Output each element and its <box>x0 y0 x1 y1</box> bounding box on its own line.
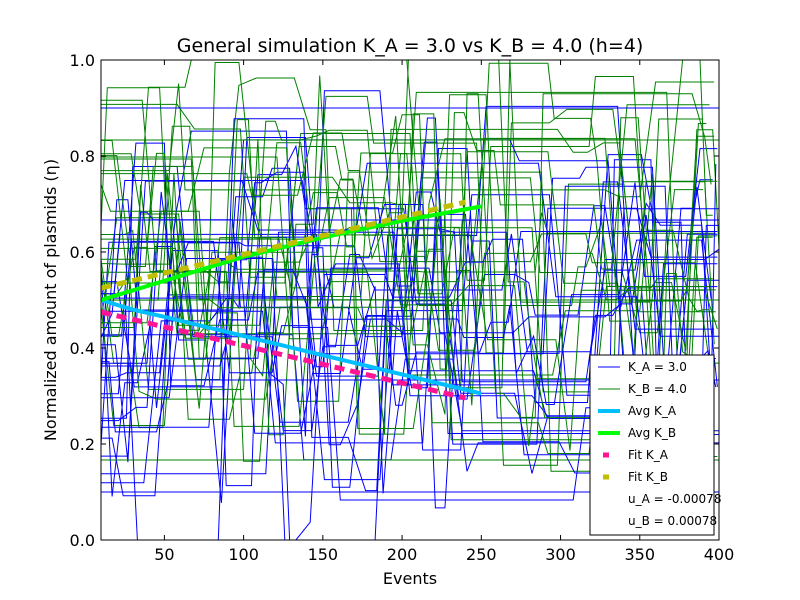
trajectory-k-b <box>101 140 704 435</box>
trajectory-k-b <box>101 60 713 452</box>
legend-label: K_A = 3.0 <box>628 360 687 374</box>
y-tick-label: 0.8 <box>70 147 95 166</box>
trajectory-k-a <box>101 180 718 488</box>
x-tick-label: 300 <box>545 545 576 564</box>
trajectory-k-b <box>101 113 719 467</box>
avg-k-a-line <box>101 298 482 396</box>
x-axis-title: Events <box>383 569 437 588</box>
x-tick-label: 250 <box>466 545 497 564</box>
fit-k-a-line <box>101 309 467 401</box>
legend: K_A = 3.0 K_B = 4.0 Avg K_A Avg K_B Fit K_A F… <box>589 354 721 536</box>
x-tick-label: 100 <box>228 545 259 564</box>
x-tick-label: 350 <box>624 545 655 564</box>
trajectory-k-b <box>101 114 710 454</box>
plot-frame <box>100 59 720 541</box>
fit-k-b-line <box>101 199 467 291</box>
legend-label: u_A = -0.00078 <box>628 492 721 506</box>
legend-label: Avg K_A <box>628 404 677 418</box>
trajectory-k-b <box>101 184 713 427</box>
x-tick-label: 400 <box>704 545 735 564</box>
x-tick-label: 200 <box>387 545 418 564</box>
trajectory-k-a <box>101 162 718 457</box>
trajectory-k-a <box>101 171 719 492</box>
x-tick-label: 50 <box>154 545 174 564</box>
legend-label: u_B = 0.00078 <box>628 514 717 528</box>
series-layer <box>101 199 482 401</box>
trajectory-k-a <box>101 181 715 540</box>
chart-title: General simulation K_A = 3.0 vs K_B = 4.… <box>177 35 644 57</box>
trajectory-k-a <box>101 105 712 377</box>
legend-label: Fit K_A <box>628 448 669 462</box>
legend-label: K_B = 4.0 <box>628 382 687 396</box>
trajectory-k-b <box>101 60 710 419</box>
trajectory-k-b <box>101 60 704 400</box>
trajectory-k-b <box>101 62 718 406</box>
y-tick-label: 0.2 <box>70 435 95 454</box>
trajectory-k-a <box>101 185 719 459</box>
trajectory-k-b <box>101 120 714 386</box>
y-tick-labels: 0.0 0.2 0.4 0.6 0.8 1.0 <box>70 51 95 550</box>
trajectory-k-b <box>101 128 715 435</box>
x-tick-label: 150 <box>308 545 339 564</box>
y-tick-label: 0.6 <box>70 243 95 262</box>
axis-ticks <box>101 59 720 541</box>
y-tick-label: 1.0 <box>70 51 95 70</box>
legend-label: Fit K_B <box>628 470 668 484</box>
x-tick-labels: 50 100 150 200 250 300 350 400 <box>154 545 734 564</box>
legend-box <box>589 354 715 536</box>
legend-label: Avg K_B <box>628 426 676 440</box>
y-tick-label: 0.0 <box>70 531 95 550</box>
y-axis-title: Normalized amount of plasmids (η) <box>41 159 60 441</box>
y-tick-label: 0.4 <box>70 339 95 358</box>
